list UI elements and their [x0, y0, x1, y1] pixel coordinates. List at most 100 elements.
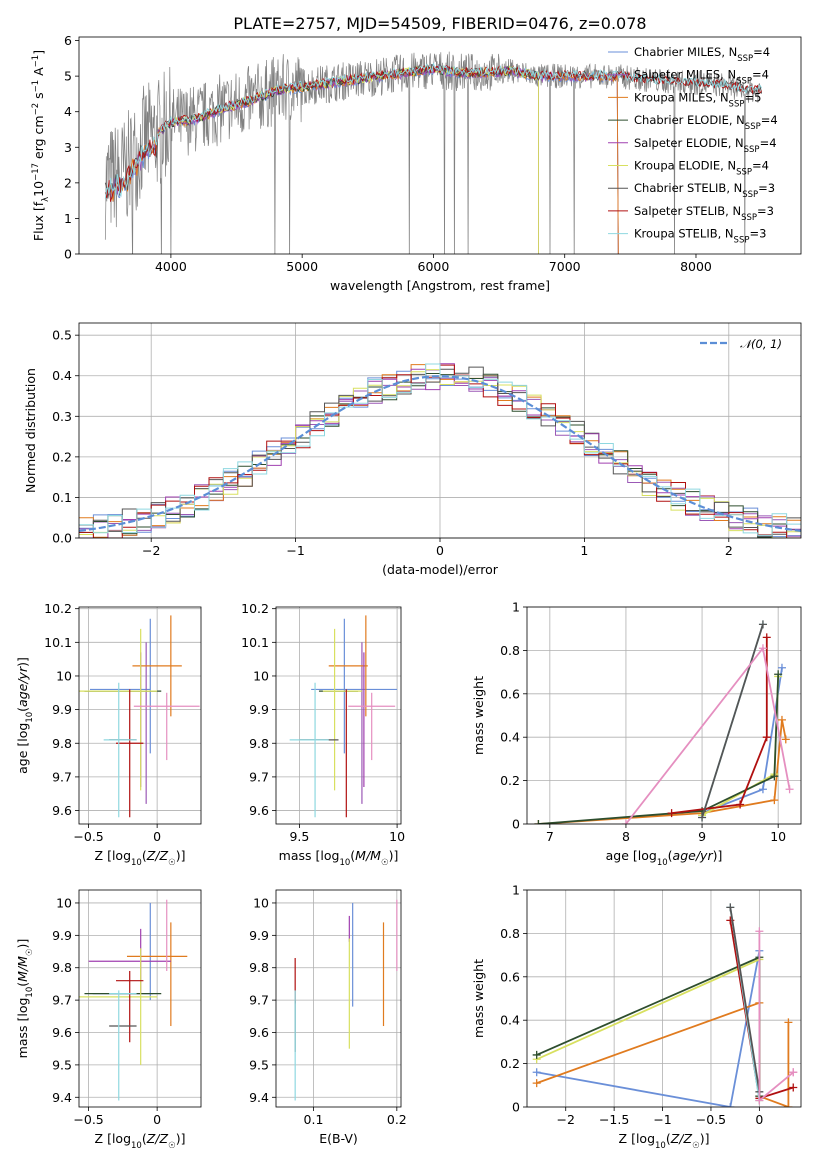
axes-frame	[78, 889, 202, 1108]
x-axis-label: Z [log10(Z/Z☉)]	[95, 1131, 186, 1151]
x-tick-label: 1	[580, 543, 588, 558]
x-axis-label: wavelength [Angstrom, rest frame]	[330, 278, 550, 293]
model-spectrum	[157, 64, 539, 254]
y-tick-label: 5	[64, 69, 72, 84]
y-tick-label: 2	[64, 175, 72, 190]
x-tick-label: 7	[546, 829, 554, 844]
y-tick-label: 9.8	[52, 960, 72, 975]
axes-frame	[526, 606, 802, 825]
legend-entry: Salpeter STELIB, NSSP=3	[634, 204, 774, 223]
y-tick-label: 9.6	[52, 803, 72, 818]
x-tick-label: −1	[653, 1112, 671, 1127]
chart-residuals: −2 −1 0 1 2 0.0 0.1 0.2 0.3 0.4 0.5 𝒩(0, 1) (data-mo…	[23, 322, 802, 577]
weight-marker	[770, 772, 779, 781]
model-spectrum	[110, 65, 619, 254]
x-tick-label: −2	[557, 1112, 575, 1127]
weight-line	[536, 955, 761, 1097]
y-tick-label: 4	[64, 104, 72, 119]
axes-frame	[275, 606, 402, 825]
chart-mass-vs-Z: −0.5 0 9.4 9.5 9.6 9.7 9.8 9.9 10 Z [log10(Z/Z☉)]…	[15, 889, 202, 1151]
y-tick-label: 0.2	[500, 773, 520, 788]
y-tick-label: 10	[56, 895, 72, 910]
y-tick-label: 0	[64, 247, 72, 262]
y-tick-label: 9.9	[52, 928, 72, 943]
x-axis-label: age [log10(age/yr)]	[606, 848, 723, 868]
weight-line	[671, 637, 768, 814]
weight-marker	[532, 1068, 541, 1077]
x-tick-label: 0	[153, 829, 161, 844]
x-tick-label: 8000	[680, 259, 712, 274]
chart-massweight-vs-Z: −2 −1.5 −1 −0.5 0 0 0.2 0.4 0.6 0.8 1 Z [log10(Z/Z☉…	[471, 883, 802, 1151]
plot-area	[289, 615, 398, 818]
y-tick-label: 0.2	[500, 1056, 520, 1071]
y-tick-label: 10.1	[44, 635, 72, 650]
weight-marker	[755, 927, 764, 936]
legend-entry: Chabrier MILES, NSSP=4	[634, 45, 770, 64]
x-tick-label: 6000	[418, 259, 450, 274]
weight-marker	[755, 1096, 764, 1105]
y-tick-label: 0.6	[500, 686, 520, 701]
weight-marker	[770, 796, 779, 805]
y-tick-label: 0.4	[500, 1013, 520, 1028]
y-tick-label: 0.1	[52, 490, 72, 505]
x-tick-label: 4000	[155, 259, 187, 274]
weight-marker	[762, 733, 771, 742]
weight-marker	[698, 813, 707, 822]
weight-marker	[667, 809, 676, 818]
legend-entry: 𝒩(0, 1)	[740, 337, 782, 351]
weight-marker	[726, 903, 735, 912]
plot-area	[532, 903, 798, 1107]
weight-marker	[777, 715, 786, 724]
x-tick-label: −1.5	[599, 1112, 629, 1127]
weight-marker	[762, 633, 771, 642]
y-tick-label: 1	[64, 211, 72, 226]
y-tick-label: 9.7	[249, 769, 269, 784]
y-tick-label: 0	[512, 1100, 520, 1115]
y-tick-label: 0.0	[52, 531, 72, 546]
y-axis-label: age [log10(age/yr)]	[15, 657, 35, 774]
y-axis-label: mass weight	[471, 959, 486, 1038]
x-tick-label: 0.2	[387, 1112, 407, 1127]
legend-entry: Kroupa ELODIE, NSSP=4	[634, 159, 769, 178]
y-tick-label: 9.9	[249, 928, 269, 943]
weight-marker	[785, 785, 794, 794]
weight-marker	[789, 1083, 798, 1092]
legend-entry: Chabrier STELIB, NSSP=3	[634, 181, 775, 200]
y-axis-label: Normed distribution	[23, 368, 38, 493]
x-tick-label: 5000	[286, 259, 318, 274]
x-tick-label: 9	[698, 829, 706, 844]
plot-area	[79, 363, 801, 538]
weight-marker	[758, 644, 767, 653]
legend-entry: Salpeter MILES, NSSP=4	[634, 68, 769, 87]
x-tick-label: 0	[153, 1112, 161, 1127]
y-tick-label: 9.7	[249, 993, 269, 1008]
x-tick-label: −0.5	[73, 829, 103, 844]
y-tick-label: 9.5	[249, 1057, 269, 1072]
x-tick-label: −0.5	[73, 1112, 103, 1127]
legend: Chabrier MILES, NSSP=4 Salpeter MILES, NS…	[608, 45, 778, 246]
weight-marker	[774, 670, 783, 679]
plot-area	[79, 899, 188, 1101]
weight-marker	[789, 1068, 798, 1077]
y-tick-label: 0.2	[52, 449, 72, 464]
x-axis-label: Z [log10(Z/Z☉)]	[619, 1131, 710, 1151]
x-axis-label: mass [log10(M/M☉)]	[279, 848, 399, 868]
x-tick-label: 0	[436, 543, 444, 558]
x-tick-label: −2	[142, 543, 160, 558]
y-tick-label: 10.2	[44, 601, 72, 616]
y-tick-label: 9.4	[52, 1090, 72, 1105]
y-tick-label: 9.6	[52, 1025, 72, 1040]
y-axis-label: mass [log10(M/M☉)]	[15, 939, 35, 1059]
x-tick-label: −1	[286, 543, 304, 558]
y-tick-label: 6	[64, 33, 72, 48]
page-title: PLATE=2757, MJD=54509, FIBERID=0476, z=0…	[233, 14, 646, 33]
y-tick-label: 0.8	[500, 643, 520, 658]
residual-histogram	[79, 364, 801, 538]
weight-marker	[784, 1018, 793, 1027]
y-tick-label: 0.4	[52, 368, 72, 383]
y-tick-label: 9.8	[52, 736, 72, 751]
weight-marker	[758, 620, 767, 629]
y-tick-label: 0.3	[52, 409, 72, 424]
plot-area	[534, 620, 794, 824]
